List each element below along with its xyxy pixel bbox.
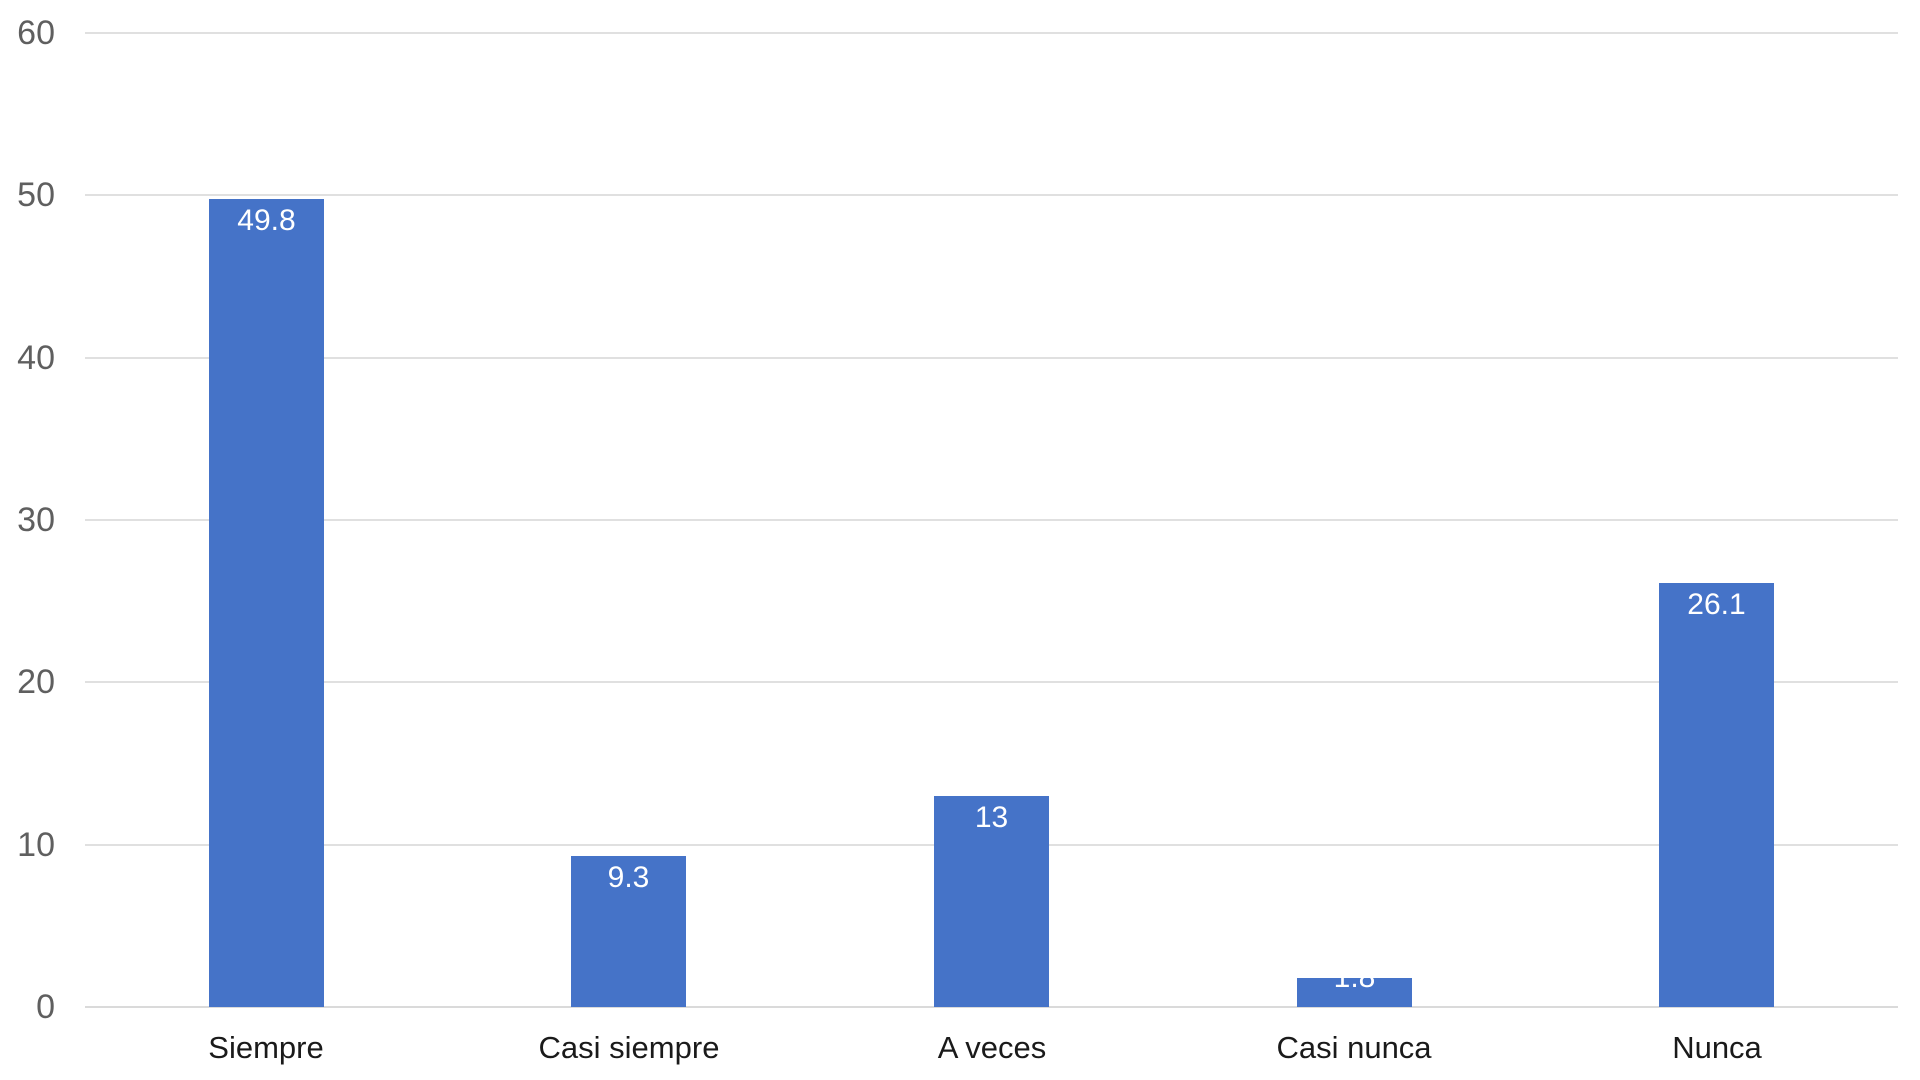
bar-value-label: 1.8 xyxy=(1297,978,1412,996)
y-axis-tick-label: 30 xyxy=(17,501,55,539)
bar-nunca: 26.1 xyxy=(1659,583,1774,1007)
y-axis-tick-label: 20 xyxy=(17,663,55,702)
y-axis-tick-label: 10 xyxy=(17,825,55,864)
bar-value-label: 26.1 xyxy=(1687,588,1746,621)
x-axis-label: Casi siempre xyxy=(538,1030,720,1065)
bar-value-label: 49.8 xyxy=(237,204,296,237)
y-axis-tick-label: 40 xyxy=(17,338,55,377)
gridline xyxy=(85,356,1898,359)
x-axis-label: Casi nunca xyxy=(1276,1030,1432,1065)
bar-casi-siempre: 9.3 xyxy=(571,856,686,1007)
x-axis-label: A veces xyxy=(937,1030,1047,1065)
gridline xyxy=(85,32,1898,34)
x-axis-baseline xyxy=(85,1006,1898,1008)
x-axis-label: Nunca xyxy=(1672,1030,1762,1065)
bar-siempre: 49.8 xyxy=(209,199,324,1007)
gridline xyxy=(85,194,1898,197)
gridline xyxy=(85,681,1898,684)
bar-value-label: 13 xyxy=(974,801,1009,834)
y-axis-tick-label: 50 xyxy=(17,176,55,215)
x-axis-label: Siempre xyxy=(208,1030,324,1065)
bar-casi-nunca: 1.8 xyxy=(1297,978,1412,1007)
y-axis-tick-label: 0 xyxy=(36,988,55,1026)
gridline xyxy=(85,519,1898,521)
bar-value-label: 9.3 xyxy=(607,861,650,894)
bar-a-veces: 13 xyxy=(934,796,1049,1007)
y-axis-tick-label: 60 xyxy=(17,14,55,52)
